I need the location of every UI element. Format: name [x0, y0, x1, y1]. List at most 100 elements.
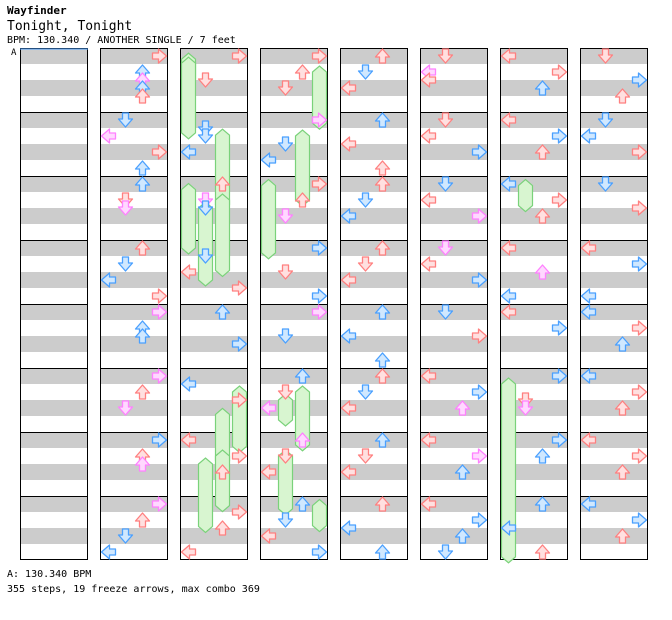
beat-stripe — [260, 112, 328, 128]
step-arrow-left — [420, 256, 437, 272]
beat-stripe — [180, 272, 248, 288]
step-arrow-down — [197, 248, 214, 264]
beat-stripe — [580, 400, 648, 416]
beat-stripe — [180, 208, 248, 224]
step-arrow-up — [294, 432, 311, 448]
beat-stripe — [180, 80, 248, 96]
beat-stripe — [340, 176, 408, 192]
step-arrow-up — [374, 176, 391, 192]
beat-stripe — [180, 48, 248, 64]
step-arrow-left — [100, 272, 117, 288]
step-arrow-down — [277, 208, 294, 224]
step-arrow-down — [277, 328, 294, 344]
step-arrow-left — [580, 240, 597, 256]
step-arrow-down — [197, 72, 214, 88]
step-arrow-right — [311, 48, 328, 64]
beat-stripe — [580, 368, 648, 384]
beat-stripe — [500, 336, 568, 352]
step-arrow-right — [631, 448, 648, 464]
beat-stripe — [580, 496, 648, 512]
step-arrow-left — [420, 192, 437, 208]
beat-stripe — [100, 80, 168, 96]
beat-stripe — [580, 176, 648, 192]
beat-stripe — [340, 304, 408, 320]
beat-stripe — [420, 144, 488, 160]
step-arrow-up — [534, 208, 551, 224]
freeze-arrow — [197, 457, 214, 534]
beat-stripe — [580, 240, 648, 256]
step-arrow-left — [340, 136, 357, 152]
step-arrow-up — [614, 528, 631, 544]
beat-stripe — [260, 80, 328, 96]
chart-column-border — [340, 48, 408, 560]
beat-stripe — [580, 304, 648, 320]
beat-stripe — [420, 208, 488, 224]
beat-stripe — [500, 208, 568, 224]
freeze-arrow — [214, 449, 231, 513]
step-arrow-right — [471, 208, 488, 224]
beat-stripe — [580, 144, 648, 160]
beat-stripe — [500, 272, 568, 288]
beat-stripe — [500, 528, 568, 544]
step-arrow-down — [277, 264, 294, 280]
beat-stripe — [100, 144, 168, 160]
step-arrow-left — [340, 272, 357, 288]
beat-stripe — [20, 464, 88, 480]
step-arrow-right — [231, 48, 248, 64]
beat-stripe — [580, 208, 648, 224]
song-title: Tonight, Tonight — [7, 19, 133, 34]
step-arrow-right — [631, 256, 648, 272]
step-arrow-right — [231, 392, 248, 408]
beat-stripe — [260, 528, 328, 544]
step-arrow-up — [294, 496, 311, 512]
beat-stripe — [260, 176, 328, 192]
beat-stripe — [580, 336, 648, 352]
step-arrow-down — [117, 256, 134, 272]
step-arrow-down — [357, 256, 374, 272]
step-arrow-left — [420, 72, 437, 88]
step-arrow-left — [580, 368, 597, 384]
beat-stripe — [420, 272, 488, 288]
step-arrow-up — [454, 400, 471, 416]
beat-stripe — [20, 336, 88, 352]
step-arrow-right — [151, 304, 168, 320]
beat-stripe — [20, 368, 88, 384]
beat-stripe — [100, 336, 168, 352]
beat-stripe — [420, 176, 488, 192]
chart-stats: 355 steps, 19 freeze arrows, max combo 3… — [7, 584, 260, 595]
freeze-arrow — [311, 498, 328, 533]
beat-stripe — [180, 368, 248, 384]
beat-stripe — [340, 240, 408, 256]
step-arrow-up — [614, 336, 631, 352]
freeze-arrow — [294, 385, 311, 452]
step-arrow-up — [294, 192, 311, 208]
beat-stripe — [580, 112, 648, 128]
beat-stripe — [100, 48, 168, 64]
step-arrow-up — [534, 264, 551, 280]
step-arrow-left — [340, 464, 357, 480]
step-arrow-right — [231, 280, 248, 296]
beat-stripe — [580, 48, 648, 64]
beat-stripe — [180, 112, 248, 128]
chart-info: BPM: 130.340 / ANOTHER SINGLE / 7 feet — [7, 35, 236, 46]
step-arrow-up — [214, 304, 231, 320]
step-arrow-right — [471, 512, 488, 528]
beat-stripe — [100, 528, 168, 544]
step-arrow-down — [117, 112, 134, 128]
chart-column-border — [260, 48, 328, 560]
step-arrow-down — [357, 384, 374, 400]
step-arrow-left — [420, 128, 437, 144]
step-arrow-up — [374, 432, 391, 448]
step-arrow-down — [277, 512, 294, 528]
step-arrow-up — [134, 88, 151, 104]
step-arrow-up — [374, 544, 391, 560]
step-arrow-down — [597, 112, 614, 128]
step-arrow-left — [340, 80, 357, 96]
beat-stripe — [420, 80, 488, 96]
freeze-arrow — [260, 178, 277, 260]
step-arrow-left — [500, 288, 517, 304]
step-arrow-right — [631, 200, 648, 216]
step-arrow-up — [134, 176, 151, 192]
step-arrow-left — [260, 400, 277, 416]
beat-stripe — [180, 464, 248, 480]
